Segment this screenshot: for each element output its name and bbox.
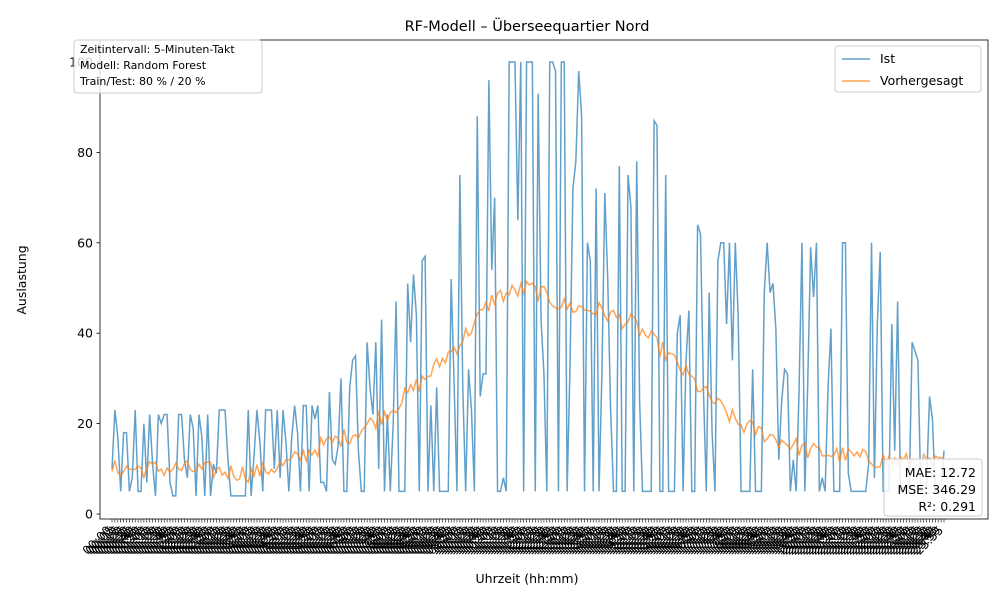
info-box-frame [73,39,263,94]
y-tick-label: 80 [77,145,93,160]
metrics-box: MAE: 12.72 MSE: 346.29 R²: 0.291 [883,458,983,517]
x-axis-label: Uhrzeit (hh:mm) [476,571,579,586]
y-tick-label: 0 [85,507,93,522]
y-tick-label: 20 [77,416,93,431]
metrics-mse: MSE: 346.29 [897,482,976,497]
info-box-line: Train/Test: 80 % / 20 % [79,75,206,88]
y-tick-label: 40 [77,326,93,341]
x-ticks: 00:0000:0500:1000:1500:2000:2500:3000:35… [80,519,946,558]
y-axis-label: Auslastung [14,245,29,314]
series-lines [111,61,945,497]
metrics-mae: MAE: 12.72 [905,465,976,480]
legend-label-vorhergesagt: Vorhergesagt [880,73,963,88]
axes-frame [99,39,989,520]
chart-title: RF-Modell – Überseequartier Nord [405,17,650,35]
y-tick-label: 60 [77,235,93,250]
legend-label-ist: Ist [880,51,895,66]
info-box-line: Modell: Random Forest [80,59,207,72]
metrics-r2: R²: 0.291 [918,499,976,514]
info-box-line: Zeitintervall: 5-Minuten-Takt [80,43,235,56]
legend-frame [834,45,982,93]
legend: Ist Vorhergesagt [834,45,982,93]
series-line-vorhergesagt [111,279,945,484]
info-box: Zeitintervall: 5-Minuten-Takt Modell: Ra… [73,39,263,94]
metrics-box-frame [883,458,983,517]
series-line-ist [111,61,945,497]
